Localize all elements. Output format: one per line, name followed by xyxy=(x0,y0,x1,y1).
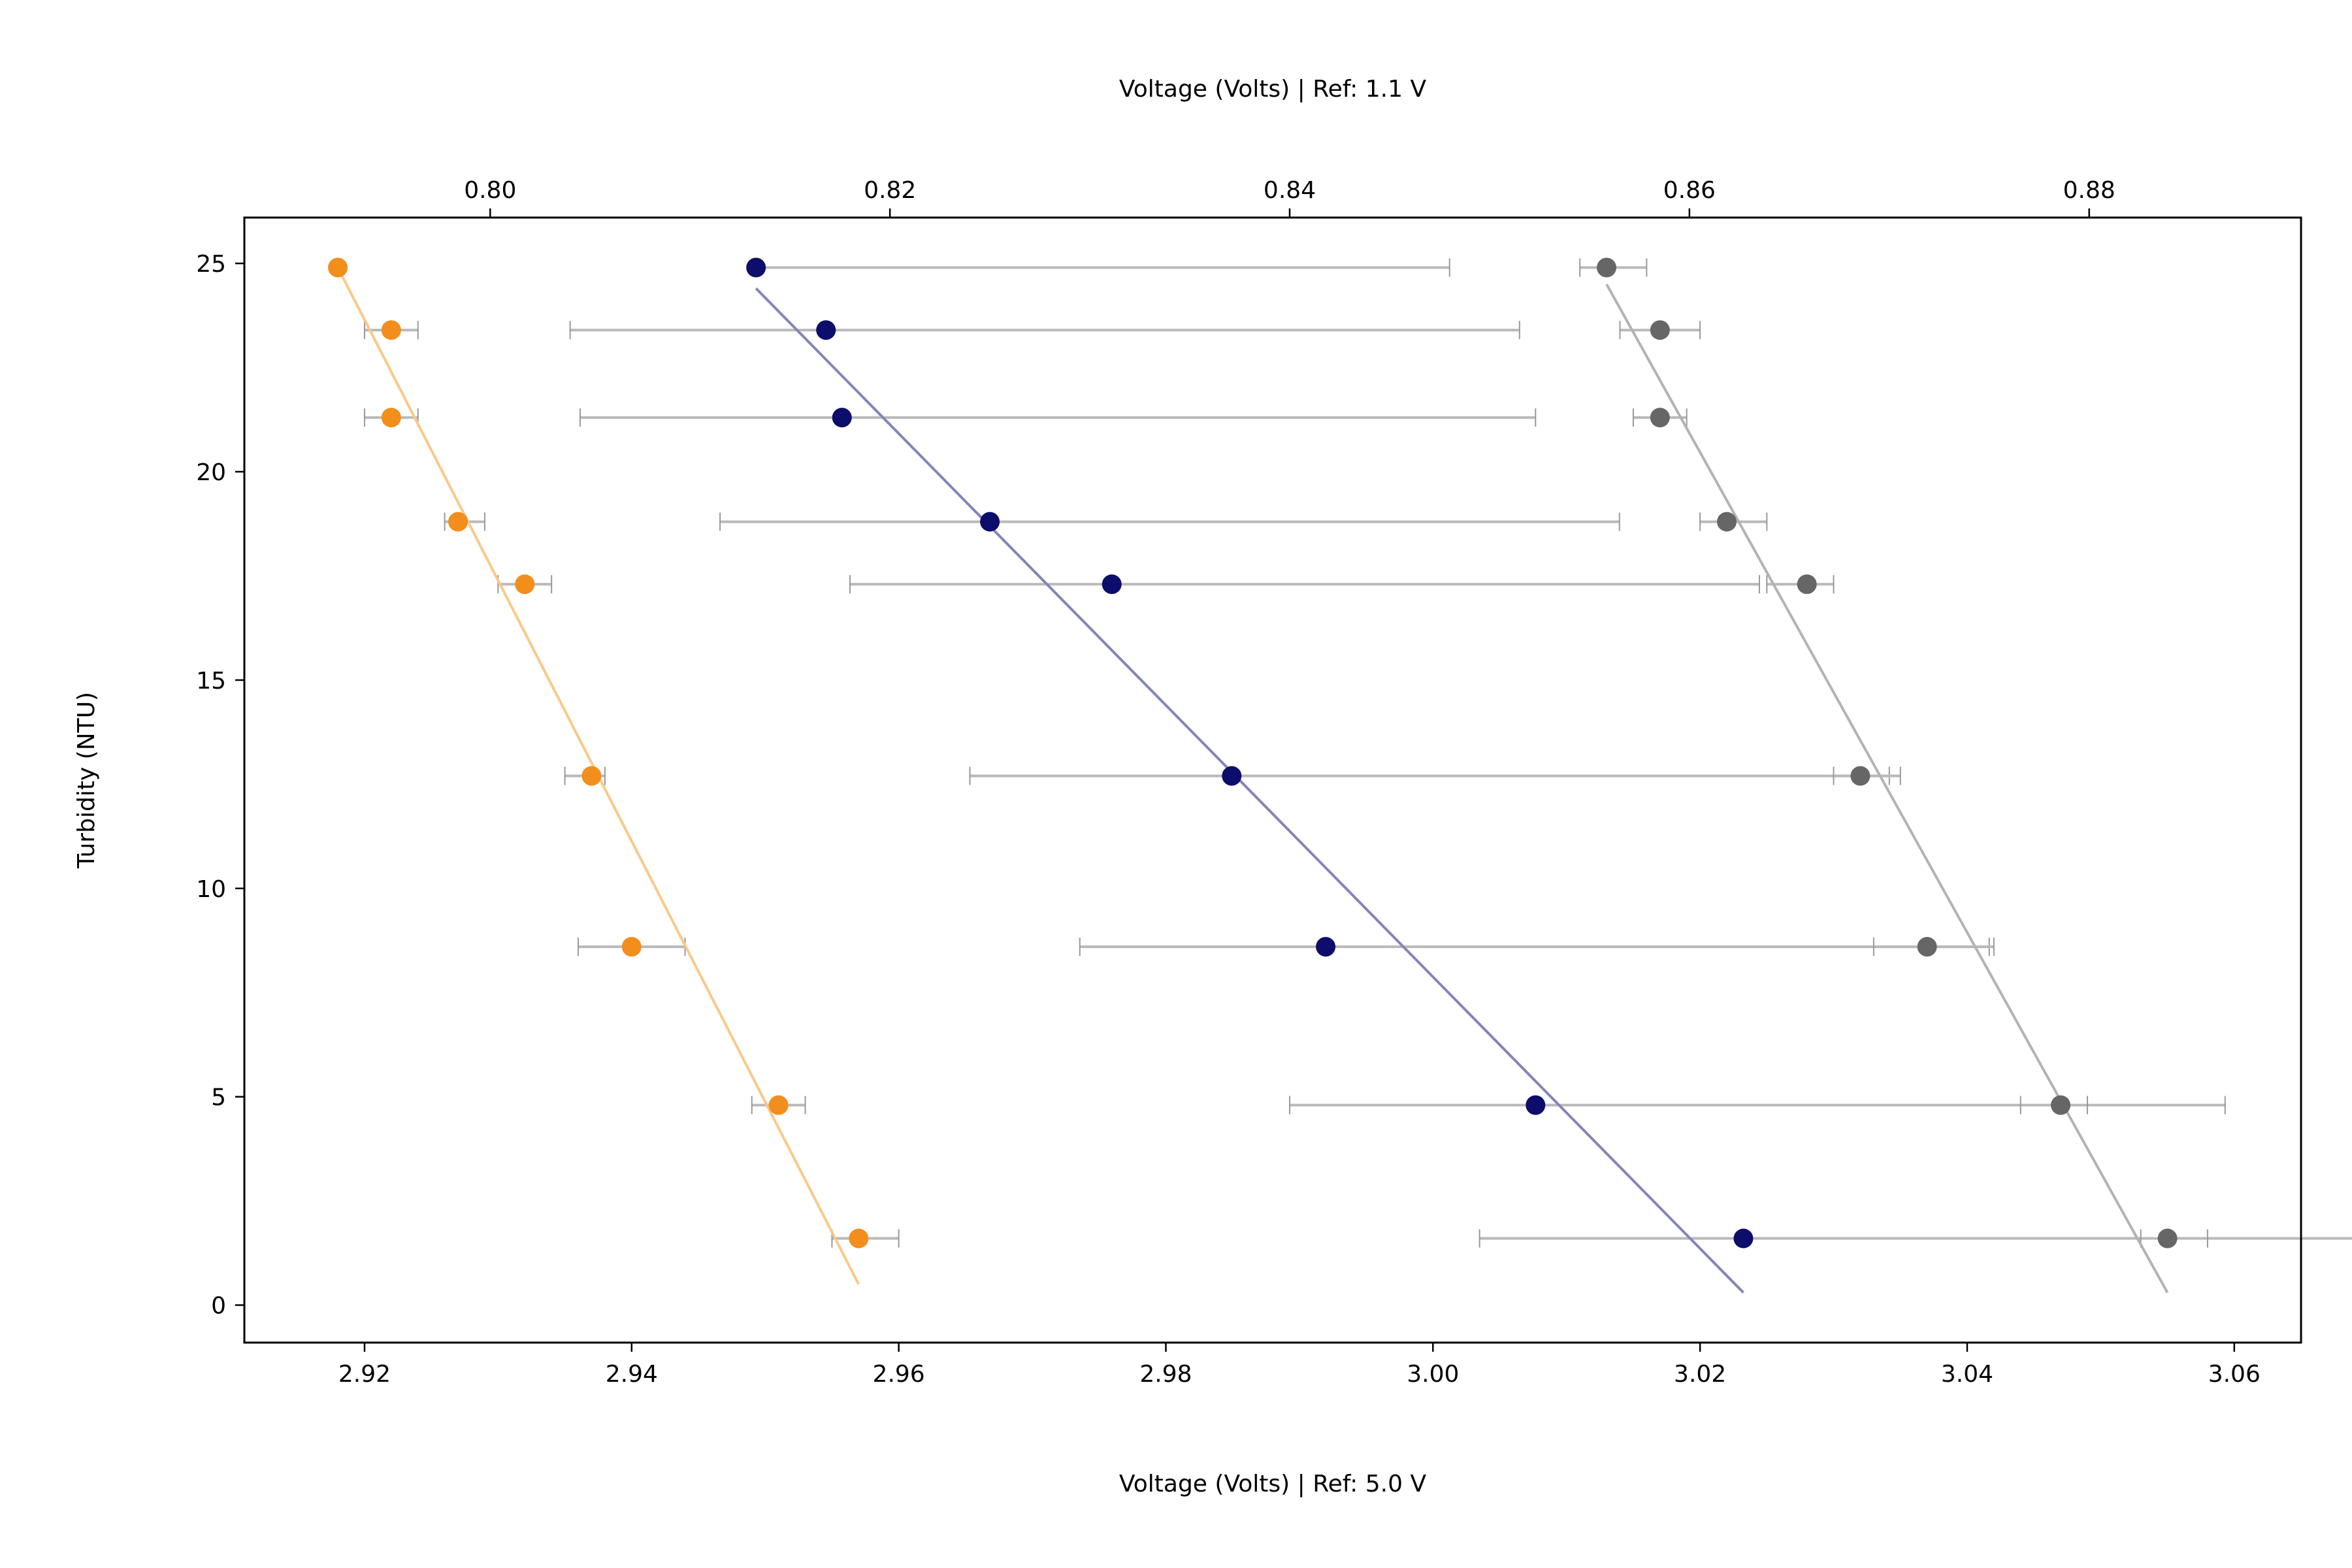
x-tick-label: 3.04 xyxy=(1941,1361,1993,1388)
y-tick-label: 25 xyxy=(196,251,226,278)
x-tick-label: 2.96 xyxy=(873,1361,925,1388)
y-tick-label: 20 xyxy=(196,459,226,486)
data-point xyxy=(1650,320,1670,340)
x2-tick-label: 0.80 xyxy=(464,177,516,204)
data-point xyxy=(2157,1228,2178,1249)
x2-tick-label: 0.82 xyxy=(864,177,916,204)
fit-line xyxy=(1605,284,2169,1294)
data-point xyxy=(1917,937,1937,957)
y-tick-label: 10 xyxy=(196,876,226,903)
data-point xyxy=(381,320,401,340)
bottom-axis-label: Voltage (Volts) | Ref: 5.0 V xyxy=(1119,1471,1427,1497)
top-axis-label: Voltage (Volts) | Ref: 1.1 V xyxy=(1119,76,1427,103)
x2-tick-label: 0.84 xyxy=(1264,177,1316,204)
data-point xyxy=(768,1095,789,1115)
x2-tick-label: 0.86 xyxy=(1663,177,1716,204)
data-point xyxy=(1526,1095,1546,1115)
fit-line xyxy=(755,287,1744,1294)
data-point xyxy=(1102,574,1122,595)
plot-frame xyxy=(243,216,2302,1344)
data-point xyxy=(1850,766,1870,786)
data-point xyxy=(1733,1228,1754,1249)
x-tick-label: 2.94 xyxy=(606,1361,658,1388)
data-point xyxy=(816,320,836,340)
data-point xyxy=(849,1228,869,1249)
x2-tick-label: 0.88 xyxy=(2063,177,2115,204)
data-point xyxy=(1797,574,1817,595)
y-tick-label: 15 xyxy=(196,668,226,694)
data-point xyxy=(1597,257,1617,278)
data-point xyxy=(581,766,602,786)
data-point xyxy=(328,257,348,278)
data-point xyxy=(448,512,468,532)
data-point xyxy=(1316,937,1336,957)
y-axis-label: Turbidity (NTU) xyxy=(73,692,100,869)
data-point xyxy=(1222,766,1242,786)
data-point xyxy=(980,512,1000,532)
data-point xyxy=(381,408,401,428)
x-tick-label: 3.06 xyxy=(2208,1361,2261,1388)
x-tick-label: 2.92 xyxy=(338,1361,391,1388)
x-tick-label: 3.02 xyxy=(1674,1361,1726,1388)
data-point xyxy=(515,574,535,595)
data-point xyxy=(832,408,852,428)
data-point xyxy=(1650,408,1670,428)
data-point xyxy=(1717,512,1737,532)
data-point xyxy=(621,937,642,957)
data-point xyxy=(746,257,766,278)
data-point xyxy=(2051,1095,2071,1115)
x-tick-label: 3.00 xyxy=(1407,1361,1459,1388)
y-tick-label: 5 xyxy=(211,1085,226,1111)
x-tick-label: 2.98 xyxy=(1139,1361,1192,1388)
y-tick-label: 0 xyxy=(211,1293,226,1320)
